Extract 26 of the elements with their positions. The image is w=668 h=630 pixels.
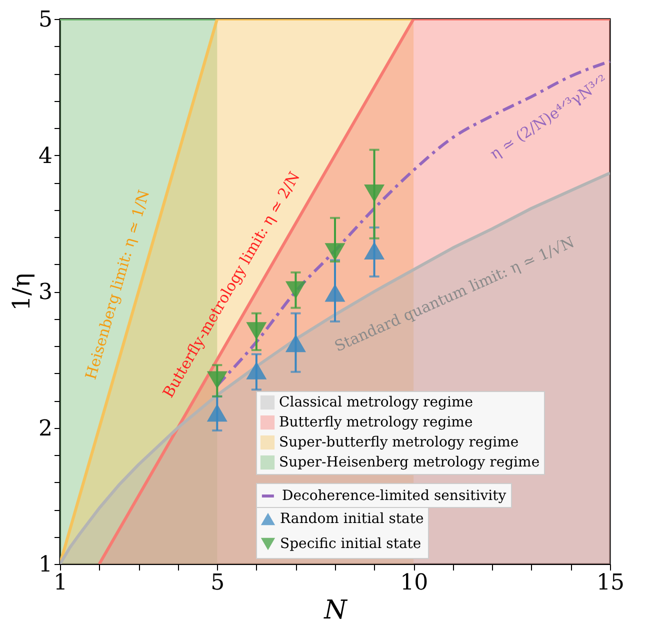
y-axis-title: 1/η: [8, 273, 36, 311]
point: [285, 281, 306, 300]
y-tick-label: 3: [38, 280, 52, 305]
point: [364, 184, 385, 202]
point: [246, 322, 267, 340]
x-tick-label: 15: [596, 570, 624, 596]
legend-label: Specific initial state: [280, 536, 422, 552]
legend-label: Classical metrology regime: [279, 394, 474, 410]
x-axis-title: N: [323, 596, 348, 626]
point: [364, 242, 385, 260]
x-tick-label: 5: [210, 570, 225, 596]
x-tick-label: 10: [400, 570, 428, 596]
y-tick-label: 5: [38, 8, 52, 32]
y-tick-label: 1: [38, 552, 52, 578]
legend-label: Decoherence-limited sensitivity: [282, 488, 506, 504]
legend-label: Random initial state: [280, 511, 424, 527]
point: [285, 334, 306, 352]
legend-label: Super-Heisenberg metrology regime: [279, 454, 540, 470]
point: [206, 404, 228, 422]
y-tick-label: 4: [38, 144, 52, 169]
point: [324, 284, 346, 302]
legend-label: Butterfly metrology regime: [279, 414, 473, 430]
point: [246, 362, 267, 380]
legend-label: Super-butterfly metrology regime: [279, 434, 519, 450]
point: [324, 243, 346, 261]
y-tick-label: 2: [38, 416, 52, 442]
